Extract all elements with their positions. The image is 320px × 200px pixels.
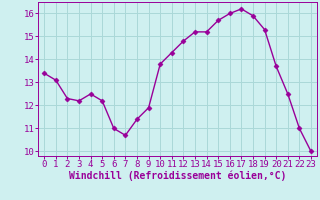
X-axis label: Windchill (Refroidissement éolien,°C): Windchill (Refroidissement éolien,°C)	[69, 171, 286, 181]
